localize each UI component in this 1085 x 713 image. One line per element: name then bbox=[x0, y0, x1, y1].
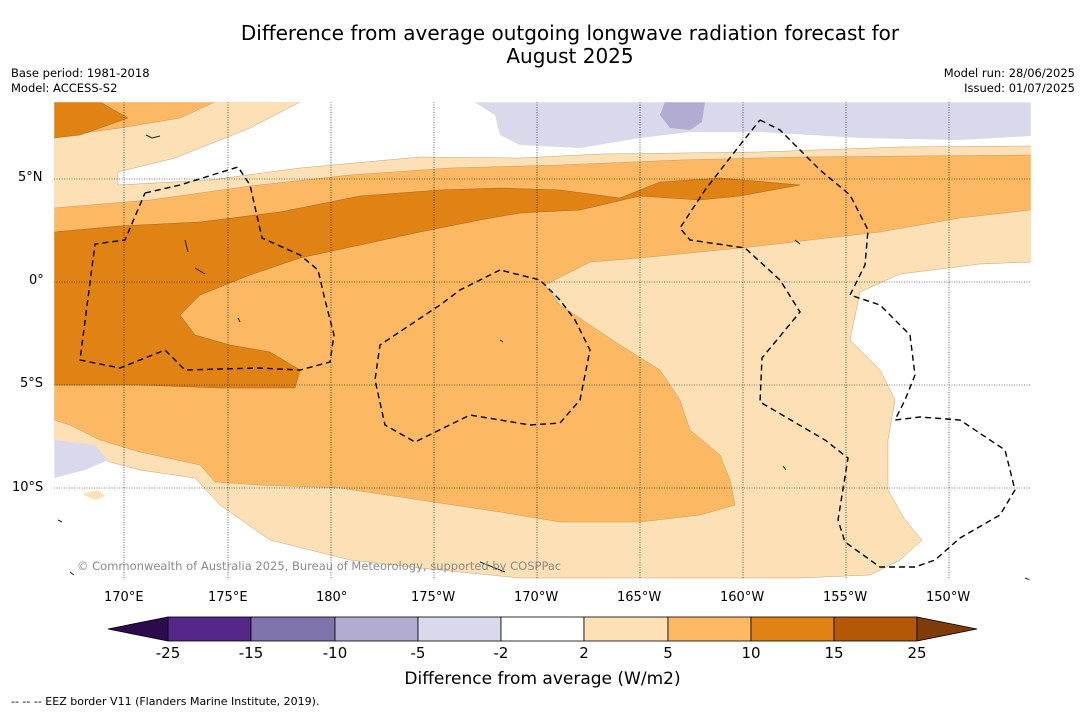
lon-label: 150°W bbox=[926, 590, 971, 605]
colorbar bbox=[107, 616, 978, 642]
colorbar-tick: -2 bbox=[493, 644, 509, 662]
base-period: Base period: 1981-2018 bbox=[11, 66, 150, 80]
colorbar-label: Difference from average (W/m2) bbox=[404, 669, 681, 689]
meta-right: Model run: 28/06/2025 Issued: 01/07/2025 bbox=[944, 66, 1075, 96]
model-name: Model: ACCESS-S2 bbox=[11, 81, 118, 95]
colorbar-arrow-high bbox=[916, 616, 978, 642]
colorbar-bin bbox=[334, 616, 419, 642]
title-line-2: August 2025 bbox=[506, 44, 634, 68]
colorbar-arrow-low bbox=[107, 616, 169, 642]
map-title: Difference from average outgoing longwav… bbox=[150, 22, 990, 68]
colorbar-bin bbox=[500, 616, 585, 642]
small-patch bbox=[82, 490, 105, 500]
colorbar-bin bbox=[250, 616, 336, 642]
lat-label-5n: 5°N bbox=[18, 170, 43, 185]
lon-label: 160°W bbox=[720, 590, 765, 605]
colorbar-tick: 5 bbox=[663, 644, 673, 662]
colorbar-tick: -10 bbox=[322, 644, 348, 662]
lon-label: 170°W bbox=[514, 590, 559, 605]
colorbar-bin bbox=[583, 616, 669, 642]
colorbar-bin bbox=[750, 616, 835, 642]
colorbar-tick: -5 bbox=[410, 644, 426, 662]
colorbar-bin bbox=[833, 616, 918, 642]
anomaly-band-10-15 bbox=[54, 102, 801, 389]
lon-label: 155°W bbox=[823, 590, 868, 605]
colorbar-tick: -25 bbox=[155, 644, 181, 662]
lat-label-0: 0° bbox=[29, 273, 44, 288]
colorbar-tick: 10 bbox=[741, 644, 761, 662]
colorbar-tick: 25 bbox=[907, 644, 927, 662]
map-frame bbox=[53, 101, 1032, 581]
issued-date: Issued: 01/07/2025 bbox=[964, 81, 1075, 95]
map-area bbox=[54, 102, 1031, 580]
lon-label: 170°E bbox=[104, 590, 144, 605]
eez-legend-note: -- -- -- EEZ border V11 (Flanders Marine… bbox=[11, 695, 320, 708]
islands bbox=[57, 134, 1031, 580]
lon-label: 180° bbox=[316, 590, 348, 605]
lon-label: 175°W bbox=[411, 590, 456, 605]
meta-left: Base period: 1981-2018 Model: ACCESS-S2 bbox=[11, 66, 150, 96]
lat-label-5s: 5°S bbox=[20, 376, 44, 391]
anomaly-band-neg10-neg5 bbox=[660, 102, 705, 130]
lat-label-10s: 10°S bbox=[12, 480, 44, 495]
lon-label: 165°W bbox=[617, 590, 662, 605]
eez-borders bbox=[79, 119, 1016, 568]
colorbar-tick: -15 bbox=[238, 644, 264, 662]
copyright-notice: © Commonwealth of Australia 2025, Bureau… bbox=[77, 559, 562, 573]
colorbar-tick: 15 bbox=[824, 644, 844, 662]
colorbar-tick: 2 bbox=[579, 644, 589, 662]
colorbar-bin bbox=[417, 616, 502, 642]
title-line-1: Difference from average outgoing longwav… bbox=[240, 21, 900, 45]
model-run: Model run: 28/06/2025 bbox=[943, 66, 1075, 80]
colorbar-bin bbox=[167, 616, 252, 642]
lon-label: 175°E bbox=[208, 590, 248, 605]
colorbar-bin bbox=[667, 616, 752, 642]
anomaly-band-5-10 bbox=[54, 102, 1031, 523]
